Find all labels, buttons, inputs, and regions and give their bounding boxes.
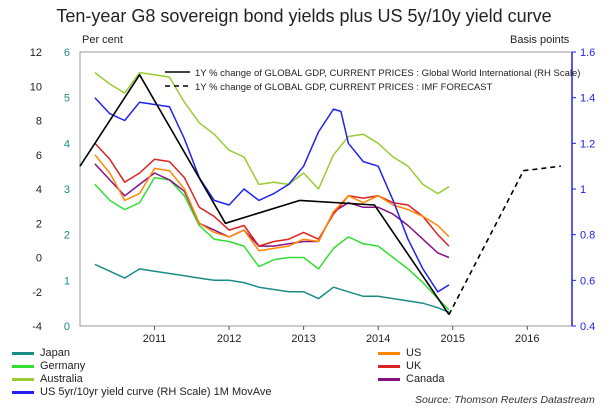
x-tick-label: 2011 [143,333,167,345]
x-tick-label: 2015 [440,333,464,345]
series-line-gdp [79,74,450,316]
legend-label-gdp-forecast: 1Y % change of GLOBAL GDP, CURRENT PRICE… [195,82,493,93]
x-tick-label: 2013 [291,333,315,345]
y-tick-label-inner: 6 [64,47,70,59]
y-tick-label-right: 1.6 [580,47,595,59]
y-tick-label-inner: 4 [64,138,70,150]
legend-label-gdp: 1Y % change of GLOBAL GDP, CURRENT PRICE… [195,68,580,79]
y-tick-label-outer: 4 [36,184,42,196]
y-tick-label-right: 1.2 [580,138,595,150]
legend-swatch [12,364,34,368]
source-note: Source: Thomson Reuters Datastream [415,394,595,406]
series-line-gdp-forecast [448,165,561,315]
y-tick-label-outer: 10 [30,81,42,93]
axis-layer: 121086420-2-465432101.61.41.210.80.60.42… [30,47,596,345]
y-tick-label-outer: 6 [36,150,42,162]
y-tick-label-right: 1.4 [580,93,595,105]
legend-item-germany: Germany [12,360,85,372]
y-tick-label-right: 0.8 [580,230,595,242]
right-axis-title: Basis points [510,34,570,46]
y-tick-label-outer: 0 [36,253,42,265]
chart-title: Ten-year G8 sovereign bond yields plus U… [56,6,551,26]
y-tick-label-inner: 0 [64,321,70,333]
plot-area [79,51,573,327]
legend-item-australia: Australia [12,373,83,385]
series-line-japan [94,263,450,313]
y-tick-label-inner: 3 [64,184,70,196]
legend-item-uk: UK [378,360,421,372]
y-tick-label-inner: 5 [64,93,70,105]
plot-border [79,51,573,327]
gdp-legend: 1Y % change of GLOBAL GDP, CURRENT PRICE… [165,68,580,93]
legend-label: Australia [40,373,83,385]
series-line-us-curve [94,97,450,293]
series-line-australia [94,71,450,195]
y-tick-label-outer: -2 [32,287,42,299]
legend-label: Japan [40,347,70,359]
legend-swatch [12,377,34,381]
y-tick-label-inner: 1 [64,275,70,287]
series-line-us [94,154,450,252]
legend-swatch [12,390,34,394]
legend-swatch [378,364,400,368]
legend-label: Germany [40,360,86,372]
x-tick-label: 2012 [217,333,241,345]
legend-swatch [378,351,400,355]
y-tick-label-outer: 12 [30,47,42,59]
series-line-uk [94,142,450,247]
y-tick-label-outer: 2 [36,218,42,230]
legend-label: UK [406,360,422,372]
legend-item-us-curve: US 5yr/10yr yield curve (RH Scale) 1M Mo… [12,386,271,398]
legend-label: US 5yr/10yr yield curve (RH Scale) 1M Mo… [40,386,272,398]
legend-item-japan: Japan [12,347,70,359]
x-tick-label: 2014 [366,333,390,345]
legend-swatch [12,351,34,355]
y-tick-label-outer: 8 [36,116,42,128]
y-tick-label-right: 0.6 [580,275,595,287]
legend-label: Canada [406,373,445,385]
series-line-canada [94,163,450,259]
legend-item-us: US [378,347,421,359]
legend-label: US [406,347,422,359]
y-tick-label-right: 0.4 [580,321,595,333]
left-axis-title: Per cent [82,34,123,46]
y-tick-label-right: 1 [580,184,586,196]
legend-swatch [378,377,400,381]
series-line-germany [94,176,450,311]
y-tick-label-outer: -4 [32,321,42,333]
legend-item-canada: Canada [378,373,445,385]
x-tick-label: 2016 [515,333,539,345]
series-layer [79,71,561,316]
y-tick-label-inner: 2 [64,230,70,242]
